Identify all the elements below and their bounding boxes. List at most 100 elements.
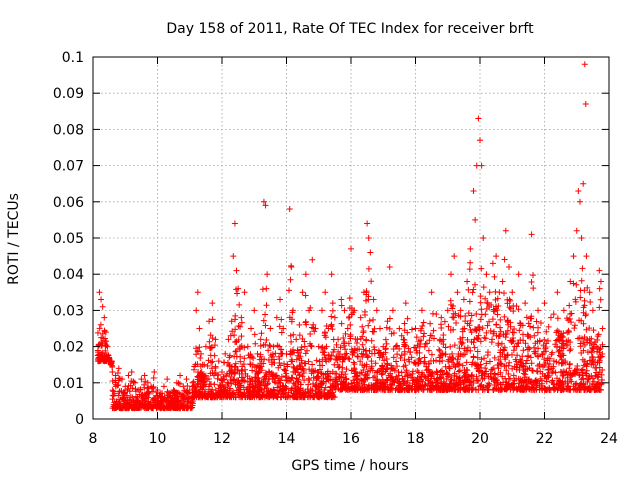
noise-point xyxy=(248,353,255,360)
data-point xyxy=(575,187,582,194)
noise-point xyxy=(549,349,556,356)
noise-point xyxy=(427,320,434,327)
noise-point xyxy=(430,327,437,334)
noise-point xyxy=(232,394,239,401)
noise-point xyxy=(506,296,513,303)
noise-point xyxy=(523,357,530,364)
noise-point xyxy=(416,373,423,380)
noise-point xyxy=(495,333,502,340)
data-point xyxy=(262,202,269,209)
noise-point xyxy=(323,378,330,385)
noise-point xyxy=(101,328,108,335)
noise-point xyxy=(501,256,508,263)
noise-point xyxy=(94,358,101,365)
noise-point xyxy=(593,381,600,388)
noise-point xyxy=(112,404,119,411)
data-point xyxy=(438,314,445,321)
data-point xyxy=(402,300,409,307)
noise-point xyxy=(580,362,587,369)
noise-point xyxy=(290,363,297,370)
noise-point xyxy=(94,347,101,354)
noise-point xyxy=(294,352,301,359)
noise-point xyxy=(249,367,256,374)
noise-point xyxy=(526,345,533,352)
noise-point xyxy=(224,382,231,389)
noise-point xyxy=(573,281,580,288)
noise-point xyxy=(594,373,601,380)
noise-point xyxy=(568,319,575,326)
noise-point xyxy=(348,311,355,318)
noise-point xyxy=(198,377,205,384)
x-tick-label: 10 xyxy=(149,431,167,447)
data-point xyxy=(102,329,109,336)
noise-point xyxy=(219,377,226,384)
noise-point xyxy=(342,330,349,337)
noise-point xyxy=(346,295,353,302)
noise-point xyxy=(440,332,447,339)
noise-point xyxy=(593,386,600,393)
noise-point xyxy=(290,331,297,338)
noise-point xyxy=(336,375,343,382)
noise-point xyxy=(323,343,330,350)
noise-point xyxy=(536,361,543,368)
noise-point xyxy=(525,320,532,327)
noise-point xyxy=(384,377,391,384)
noise-point xyxy=(264,381,271,388)
noise-point xyxy=(359,333,366,340)
noise-point xyxy=(257,381,264,388)
noise-point xyxy=(580,309,587,316)
noise-point xyxy=(515,306,522,313)
noise-point xyxy=(262,369,269,376)
noise-point xyxy=(520,363,527,370)
noise-point xyxy=(343,366,350,373)
noise-point xyxy=(124,387,131,394)
noise-point xyxy=(473,386,480,393)
noise-point xyxy=(259,392,266,399)
noise-point xyxy=(529,367,536,374)
data-point xyxy=(475,115,482,122)
y-tick-label: 0.1 xyxy=(62,50,84,66)
noise-point xyxy=(580,304,587,311)
noise-point xyxy=(145,389,152,396)
noise-point xyxy=(455,368,462,375)
noise-point xyxy=(497,381,504,388)
noise-point xyxy=(386,325,393,332)
noise-point xyxy=(460,351,467,358)
noise-point xyxy=(438,367,445,374)
noise-point xyxy=(151,395,158,402)
y-tick-label: 0.02 xyxy=(53,340,84,356)
data-point xyxy=(167,390,174,397)
noise-point xyxy=(191,363,198,370)
noise-point xyxy=(467,259,474,266)
noise-point xyxy=(112,379,119,386)
noise-point xyxy=(348,380,355,387)
noise-point xyxy=(207,332,214,339)
noise-point xyxy=(307,386,314,393)
noise-point xyxy=(566,386,573,393)
noise-point xyxy=(468,372,475,379)
noise-point xyxy=(329,300,336,307)
noise-point xyxy=(251,390,258,397)
noise-point xyxy=(310,368,317,375)
noise-point xyxy=(213,393,220,400)
noise-point xyxy=(580,347,587,354)
data-point xyxy=(354,336,361,343)
noise-point xyxy=(474,363,481,370)
noise-point xyxy=(294,365,301,372)
noise-point xyxy=(272,372,279,379)
noise-point xyxy=(228,373,235,380)
noise-point xyxy=(368,358,375,365)
noise-point xyxy=(110,388,117,395)
noise-point xyxy=(433,357,440,364)
noise-point xyxy=(436,358,443,365)
noise-point xyxy=(406,371,413,378)
noise-point xyxy=(354,353,361,360)
noise-point xyxy=(502,354,509,361)
noise-point xyxy=(442,344,449,351)
noise-point xyxy=(484,322,491,329)
noise-point xyxy=(267,388,274,395)
noise-point xyxy=(416,349,423,356)
noise-point xyxy=(102,335,109,342)
noise-point xyxy=(528,279,535,286)
noise-point xyxy=(194,361,201,368)
